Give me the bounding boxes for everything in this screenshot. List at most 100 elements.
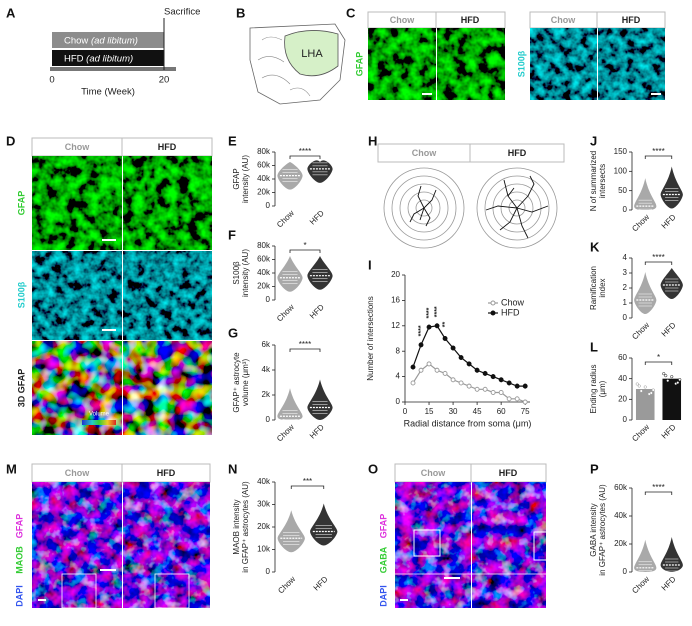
- y-tick-label: 150: [614, 147, 628, 156]
- dot: [643, 385, 647, 389]
- x-axis-label: Radial distance from soma (μm): [404, 418, 532, 428]
- micrograph: [437, 28, 505, 100]
- y-tick-label: 40k: [257, 174, 271, 183]
- violin: [634, 272, 657, 314]
- annotation: ****: [418, 325, 425, 336]
- point: [442, 370, 448, 376]
- dot: [649, 391, 653, 395]
- x-tick-label: 15: [425, 407, 434, 416]
- stain-label: S100β: [516, 50, 526, 77]
- panel-letter: M: [6, 461, 17, 476]
- point: [490, 374, 496, 380]
- panel-letter: O: [368, 461, 378, 476]
- y-tick-label: 100: [614, 166, 628, 175]
- y-tick-label: 4: [623, 253, 628, 262]
- panel-c: Chow HFD GFAP Chow HFD S100β: [354, 11, 666, 100]
- micrograph: [123, 482, 210, 608]
- y-tick-label: 40k: [257, 477, 271, 486]
- x-tick-label: 30: [449, 407, 458, 416]
- violin: [307, 160, 333, 183]
- y-tick-label: 30k: [257, 500, 271, 509]
- y-tick-label: 20k: [257, 282, 271, 291]
- x-tick-label: HFD: [660, 574, 678, 592]
- chow-label: Chow (ad libitum): [64, 35, 138, 46]
- region-label: LHA: [301, 48, 323, 60]
- y-tick-label: 40k: [257, 268, 271, 277]
- significance: ****: [299, 340, 311, 349]
- inset: [61, 573, 97, 609]
- y-tick-label: 0: [266, 567, 271, 576]
- sholl-circles: [383, 167, 558, 249]
- x-tick-label: Chow: [275, 422, 296, 443]
- y-tick-label: 20k: [257, 188, 271, 197]
- point: [450, 377, 456, 383]
- y-tick-label: 60k: [257, 255, 271, 264]
- significance-bracket: [644, 491, 673, 495]
- y-axis-label: Ending radius: [589, 365, 598, 414]
- timeline: Chow (ad libitum) HFD (ad libitum) Sacri…: [49, 7, 200, 98]
- panel-letter: P: [590, 461, 599, 476]
- point: [434, 367, 440, 373]
- significance-bracket: [289, 249, 321, 253]
- x-tick-label: HFD: [312, 574, 330, 592]
- row-label: GFAP: [16, 191, 26, 216]
- group-header: Chow: [65, 468, 90, 478]
- roi-box: [413, 529, 441, 557]
- point: [514, 383, 520, 389]
- y-tick-label: 1: [623, 298, 628, 307]
- y-axis-label: in GFAP⁺ astrocytes (AU): [598, 484, 607, 576]
- legend-marker: [490, 300, 496, 306]
- stain-label: DAPI: [14, 585, 24, 607]
- y-axis-label: intensity (AU): [241, 155, 250, 203]
- stain-label: MAOB: [14, 546, 24, 574]
- panel-letter: K: [590, 239, 600, 254]
- violin: [634, 178, 657, 211]
- brain-atlas: LHA: [249, 23, 346, 105]
- point: [474, 367, 480, 373]
- point: [410, 380, 416, 386]
- y-axis-label: MAOB intensity: [232, 499, 241, 554]
- panel-letter: L: [590, 339, 598, 354]
- group-header: HFD: [461, 15, 480, 25]
- series-line: [412, 325, 526, 387]
- point: [474, 386, 480, 392]
- group-header: Chow: [412, 148, 437, 158]
- y-tick-label: 8: [396, 346, 401, 355]
- y-tick-label: 20k: [614, 539, 628, 548]
- hfd-label: HFD (ad libitum): [64, 53, 133, 64]
- point: [482, 386, 488, 392]
- violin: [307, 379, 333, 420]
- point: [450, 345, 456, 351]
- point: [522, 383, 528, 389]
- y-axis-label: GABA intensity: [589, 503, 598, 556]
- y-tick-label: 40k: [614, 511, 628, 520]
- micrograph: [598, 28, 665, 100]
- point: [466, 383, 472, 389]
- point: [522, 399, 528, 405]
- colorbar: [82, 420, 116, 425]
- inset: [154, 573, 190, 609]
- legend-marker: [490, 310, 496, 316]
- dot: [651, 388, 655, 392]
- panel-letters: A B C D E F G H I J K L M N O P: [6, 5, 600, 476]
- y-axis-label: N of summarized: [589, 151, 598, 211]
- y-tick-label: 10k: [257, 545, 271, 554]
- panel-letter: E: [228, 133, 237, 148]
- point: [410, 364, 416, 370]
- annotation: **: [442, 322, 449, 328]
- panel-o: Chow HFD DAPI GABA GFAP: [378, 463, 561, 608]
- group-header: Chow: [65, 142, 90, 152]
- y-axis-label: (μm): [598, 380, 607, 397]
- dot: [639, 389, 643, 393]
- point: [418, 342, 424, 348]
- dot: [662, 372, 666, 376]
- atlas-lines: [257, 36, 311, 97]
- row-label: 3D GFAP: [16, 369, 26, 408]
- micrograph: [123, 156, 212, 250]
- y-tick-label: 60k: [614, 483, 628, 492]
- violin: [634, 539, 657, 572]
- annotation: ****: [434, 306, 441, 317]
- y-tick-label: 4: [396, 372, 401, 381]
- panel-d: Chow HFD Volume GFAP S100β 3D GFAP: [16, 137, 213, 435]
- micrograph: [123, 341, 212, 435]
